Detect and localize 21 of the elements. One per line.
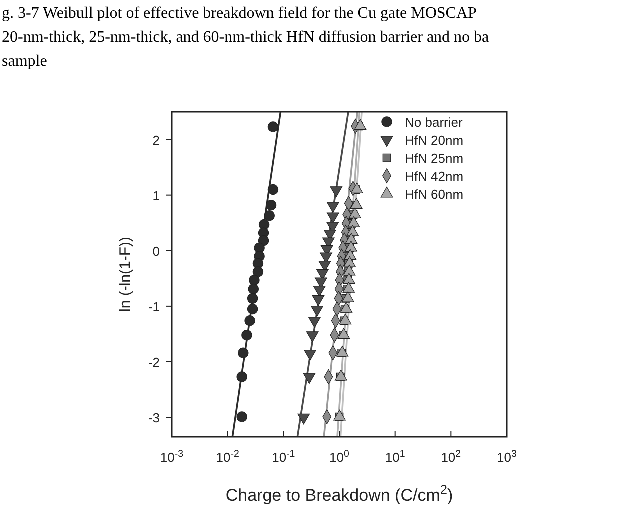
x-tick-label: 10$^{2}$ <box>441 448 462 465</box>
y-tick-label: 1 <box>152 188 160 204</box>
x-tick-label: 10$^{-1}$ <box>272 448 296 465</box>
chart-title: g. 3-7 Weibull plot of effective breakdown field for the Cu gate MOSCAP 20-nm-thick, 25-nm-thick, and 60-nm-thick HfN diffusion barrier and no ba sample <box>2 5 490 70</box>
y-tick-label: -3 <box>148 410 160 426</box>
y-tick-label: 2 <box>152 132 160 148</box>
legend-label: HfN 60nm <box>405 187 464 202</box>
y-tick-label: -1 <box>148 299 160 314</box>
x-tick-label: 10$^{1}$ <box>385 448 406 465</box>
y-tick-label: -2 <box>148 355 160 370</box>
x-axis-title: Charge to Breakdown (C/cm$^{2}$) <box>226 482 454 505</box>
y-tick-label: 0 <box>152 244 160 259</box>
legend-label: HfN 42nm <box>405 169 464 184</box>
x-tick-label: 10$^{-2}$ <box>216 448 240 465</box>
x-tick-label: 10$^{0}$ <box>330 448 350 465</box>
x-tick-label: 10$^{-3}$ <box>160 448 184 465</box>
legend-label: HfN 25nm <box>405 151 464 166</box>
legend-label: HfN 20nm <box>405 133 464 148</box>
y-axis-title: ln (-ln(1-F)) <box>117 237 134 312</box>
x-tick-label: 10$^{3}$ <box>497 448 517 465</box>
legend-label: No barrier <box>405 115 464 130</box>
